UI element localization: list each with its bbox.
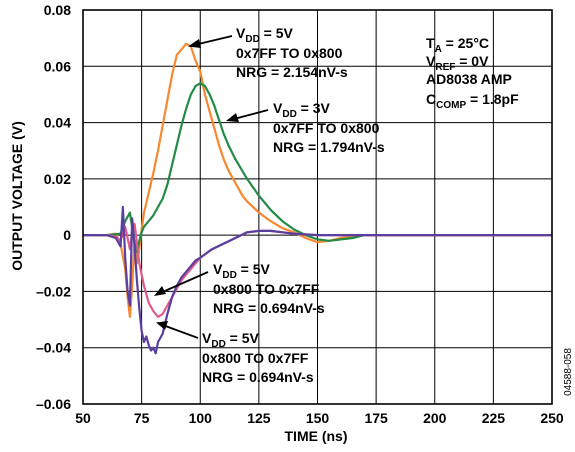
annotation-5v-falling-a-code: 0x800 TO 0x7FF [213,281,320,297]
x-tick-label: 175 [364,410,388,426]
y-tick-label: 0.06 [44,58,71,74]
annotation-5v-rising-vdd: VDD = 5V [236,25,294,45]
annotation-5v-falling-a: VDD = 5V 0x800 TO 0x7FF NRG = 0.694nV-s [154,261,325,316]
y-tick-label: 0.08 [44,2,71,18]
x-tick-label: 125 [247,410,271,426]
annotation-5v-falling-b-code: 0x800 TO 0x7FF [202,350,309,366]
x-tick-label: 50 [75,410,91,426]
annotation-5v-falling-a-arrow [157,271,209,295]
series-line-1 [83,82,552,254]
annotation-5v-falling-a-nrg: NRG = 0.694nV-s [213,300,325,316]
annotation-5v-rising-arrowhead [188,39,201,48]
annotation-3v-rising: VDD = 3V 0x7FF TO 0x800 NRG = 1.794nV-s [226,100,385,155]
plot-frame [82,9,553,405]
x-tick-label: 200 [423,410,447,426]
x-tick-labels: 50 75 100 125 150 175 200 225 250 [75,410,564,426]
series-group [83,42,552,355]
condition-vref: VREF = 0V [426,53,489,73]
annotation-3v-rising-code: 0x7FF TO 0x800 [273,120,380,136]
annotation-5v-rising: VDD = 5V 0x7FF TO 0x800 NRG = 2.154nV-s [188,25,348,80]
annotation-5v-falling-b-nrg: NRG = 0.694nV-s [202,369,314,385]
annotation-3v-rising-arrowhead [226,113,239,122]
x-tick-label: 225 [482,410,506,426]
x-tick-label: 150 [306,410,330,426]
condition-ccomp: CCOMP = 1.8pF [426,91,519,111]
annotation-5v-falling-b-vdd: VDD = 5V [202,330,260,350]
y-tick-label: 0.02 [44,171,71,187]
annotation-5v-rising-nrg: NRG = 2.154nV-s [236,64,348,80]
annotation-5v-falling-a-arrowhead [154,286,166,296]
y-tick-label: 0 [63,227,71,243]
y-axis-title: OUTPUT VOLTAGE (V) [9,121,25,271]
condition-amp: AD8038 AMP [426,71,512,87]
annotation-3v-rising-vdd: VDD = 3V [273,100,331,120]
y-tick-label: –0.02 [36,283,71,299]
x-axis-title: TIME (ns) [285,428,348,444]
annotation-5v-falling-a-vdd: VDD = 5V [213,261,271,281]
annotation-5v-rising-code: 0x7FF TO 0x800 [236,45,343,61]
condition-ta: TA = 25°C [426,35,489,55]
y-tick-labels: –0.06 –0.04 –0.02 0 0.02 0.04 0.06 0.08 [36,2,71,412]
annotation-3v-rising-nrg: NRG = 1.794nV-s [273,139,385,155]
conditions-block: TA = 25°C VREF = 0V AD8038 AMP CCOMP = 1… [426,35,519,111]
figure-code: 04588-058 [563,348,574,396]
x-tick-label: 75 [134,410,150,426]
x-tick-label: 100 [189,410,213,426]
annotation-5v-falling-b-arrow [159,323,199,339]
annotation-5v-falling-b: VDD = 5V 0x800 TO 0x7FF NRG = 0.694nV-s [156,321,314,385]
series-line-3 [83,205,552,355]
annotation-5v-falling-b-arrowhead [156,321,168,330]
x-tick-label: 250 [540,410,564,426]
y-tick-label: –0.04 [36,340,71,356]
y-tick-label: –0.06 [36,396,71,412]
y-tick-label: 0.04 [44,115,71,131]
